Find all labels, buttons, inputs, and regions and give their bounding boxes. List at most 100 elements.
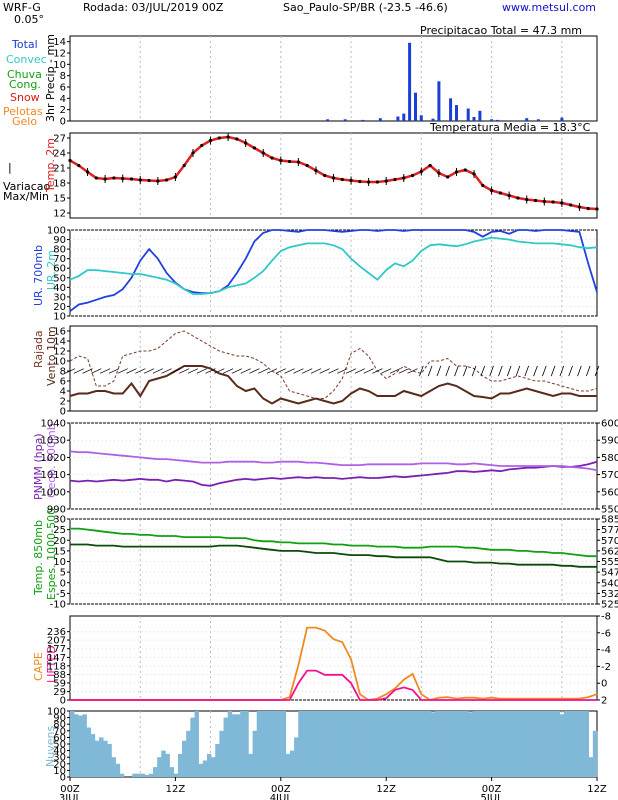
cloud-bar [235,714,241,777]
temp-point [121,176,125,181]
cloud-bar [227,711,233,777]
cloud-bar [281,711,287,777]
wind-arrow [319,368,330,374]
temp-point [85,170,90,174]
cloud-bar [451,711,457,777]
wind-arrow [337,368,348,374]
cloud-bar [99,737,104,777]
cloud-bar [82,714,87,777]
temp850-y-tick-label: 10 [53,557,66,568]
temp-point [560,201,564,205]
pnmm-y-tick-label: 1040 [41,419,66,430]
cloud-bar [244,711,249,777]
temp-point [331,176,336,180]
humidity-y-tick-label: 70 [53,254,66,265]
cloud-bar [401,711,407,777]
precip-bar [525,118,529,121]
wind-arrow [152,368,163,374]
cloud-bar [418,711,424,777]
wind-arrow [533,365,538,377]
cloud-bar [385,711,390,777]
temp-point [542,199,546,204]
clouds-y-tick-label: 20 [53,759,66,770]
temp-point [472,172,476,176]
cape-y-tick-label: 177 [47,644,66,655]
espes-y-tick-label: 540 [601,578,618,589]
temp-point [296,160,300,164]
temp-point [138,178,142,182]
date-label: 4JUL [270,793,293,800]
humidity-y-tick-label: 90 [53,235,66,246]
wind-arrow [594,365,600,377]
pnmm-y-tick-label: 1010 [41,470,66,481]
temp-point [533,198,538,203]
temp-point [481,183,485,188]
cloud-bar [538,711,544,777]
cloud-bar [215,744,220,777]
clouds-y-tick-label: 50 [53,740,66,751]
precip-bar [408,42,412,121]
cloud-bar [360,711,365,777]
wind-arrow [568,365,573,377]
precip-bar [472,117,476,121]
cloud-bar [190,717,195,777]
panel-frame [69,132,598,219]
espes-y-tick-label: 577 [601,525,618,536]
precip-bar [419,115,423,121]
wind-arrow [524,365,529,377]
temp-point [129,177,134,181]
wind-arrow [143,368,155,374]
cloud-bar [206,753,212,777]
ur2m-line [69,236,598,295]
wind-arrow [389,368,401,374]
precip-y-tick-label: 14 [53,37,66,48]
temp-point [323,173,327,178]
precip-bar [560,117,564,121]
clouds-y-tick-label: 30 [53,753,66,764]
time-tick-label: 00Z [60,784,80,795]
temp-point [384,179,388,183]
wind-arrow [196,368,207,374]
lifted-y-tick-label: -4 [601,645,611,656]
temp-point [419,169,423,174]
cloud-bar [173,773,179,777]
panel-frame [69,229,598,317]
espes-line [70,543,597,568]
cloud-bar [277,711,282,777]
wind-arrow [585,365,591,377]
cloud-bar [493,711,498,777]
vento-line [69,365,597,405]
temp-point [516,196,520,200]
clouds-y-tick-label: 0 [60,773,66,784]
cloud-bar [90,734,96,777]
temp850-y-tick-label: 0 [60,578,66,589]
wind-arrow [222,368,234,374]
temp-point [208,138,213,143]
cloud-bar [563,711,569,777]
cloud-bar [269,711,274,777]
legend-maxmin: Max/Min [3,190,49,203]
rajada-line [69,330,598,399]
site-link[interactable]: www.metsul.com [502,1,597,14]
humidity-y-tick-label: 80 [53,245,66,256]
espes-y-tick-label: 562 [601,546,618,557]
cloud-bar [231,714,237,777]
cloud-bar [356,711,361,777]
geop-y-tick-label: 580 [601,453,618,464]
humidity-y-tick-label: 10 [53,312,66,323]
temp-point [577,205,582,209]
cloud-bar [335,711,341,777]
cloud-bar [559,714,565,777]
precip-bar [496,119,499,121]
cloud-bar [294,737,299,777]
temp-y-tick-label: 24 [53,149,66,160]
cloud-bar [447,711,453,777]
espes-y-tick-label: 532 [601,589,618,600]
wind-y-tick-label: 16 [53,327,66,338]
wind-arrow [214,368,225,374]
wind-arrow [542,365,547,377]
legend-pelotas: Pelotas [3,105,43,118]
cloud-bar [472,711,477,777]
temp-point [393,177,397,182]
cloud-bar [119,773,125,777]
